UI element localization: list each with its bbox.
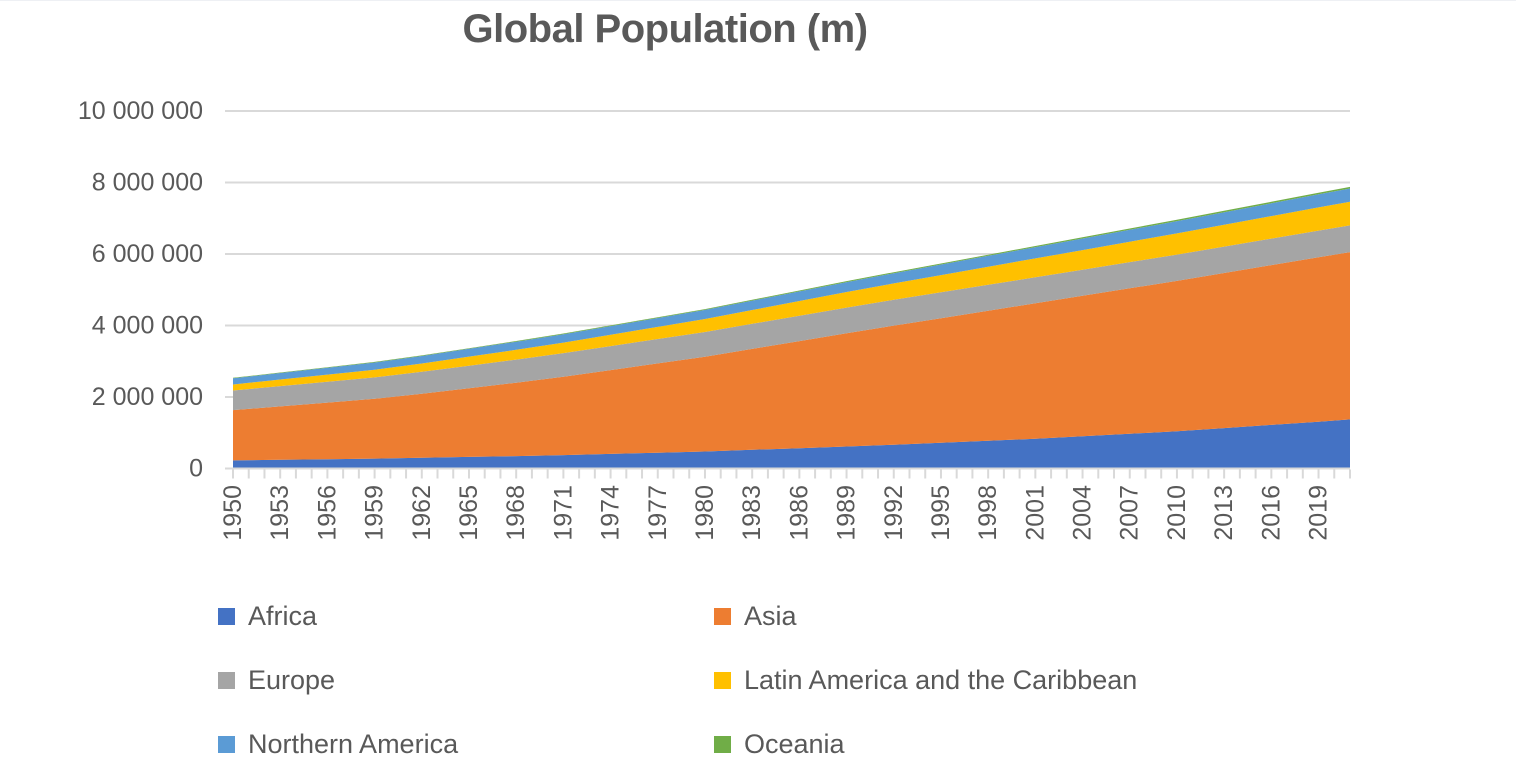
x-tick-label: 1986 [785,485,813,541]
x-tick-label: 2013 [1210,485,1238,541]
x-tick-label: 1956 [313,485,341,541]
legend-swatch-northern-america [218,736,235,753]
legend-label-africa: Africa [248,601,318,631]
legend-item-africa: Africa [218,601,317,632]
legend-label-latin-america-and-the-caribbean: Latin America and the Caribbean [744,665,1138,695]
y-tick-label: 2 000 000 [92,383,203,411]
legend-swatch-asia [714,608,731,625]
y-tick-label: 0 [189,455,203,483]
legend-label-asia: Asia [744,601,797,631]
y-tick-label: 8 000 000 [92,169,203,197]
x-tick-label: 1953 [266,485,294,541]
legend-swatch-oceania [714,736,731,753]
legend-item-latin-america-and-the-caribbean: Latin America and the Caribbean [714,665,1137,696]
legend-item-europe: Europe [218,665,335,696]
x-tick-label: 2004 [1069,485,1097,541]
legend-swatch-latin-america-and-the-caribbean [714,672,731,689]
legend-label-europe: Europe [248,665,336,695]
x-tick-label: 1965 [455,485,483,541]
area-africa [233,419,1350,469]
legend-item-oceania: Oceania [714,729,845,760]
x-tick-label: 1983 [738,485,766,541]
legend-label-northern-america: Northern America [248,729,459,759]
x-tick-label: 1950 [219,485,247,541]
x-tick-label: 2016 [1257,485,1285,541]
x-tick-label: 1998 [974,485,1002,541]
chart-title: Global Population (m) [462,7,868,51]
x-tick-label: 1992 [880,485,908,541]
x-tick-label: 1989 [833,485,861,541]
x-tick-label: 2001 [1021,485,1049,541]
legend-item-northern-america: Northern America [218,729,458,760]
legend-label-oceania: Oceania [744,729,845,759]
legend-swatch-europe [218,672,235,689]
x-tick-label: 1959 [361,485,389,541]
x-tick-label: 1977 [644,485,672,541]
x-tick-label: 2010 [1163,485,1191,541]
y-tick-label: 10 000 000 [78,97,203,125]
area-asia [233,252,1350,461]
x-tick-label: 1962 [408,485,436,541]
plot-canvas: 0 2 000 000 4 000 000 6 000 000 8 000 000 10 … [78,97,1351,541]
x-tick-label: 1980 [691,485,719,541]
legend-swatch-africa [218,608,235,625]
x-tick-label: 2007 [1116,485,1144,541]
legend-item-asia: Asia [714,601,797,632]
x-tick-label: 1974 [597,485,625,541]
area-europe [233,225,1350,411]
x-tick-label: 1968 [502,485,530,541]
y-tick-label: 6 000 000 [92,240,203,268]
x-tick-label: 1995 [927,485,955,541]
x-tick-label: 2019 [1305,485,1333,541]
x-tick-label: 1971 [549,485,577,541]
y-tick-label: 4 000 000 [92,312,203,340]
